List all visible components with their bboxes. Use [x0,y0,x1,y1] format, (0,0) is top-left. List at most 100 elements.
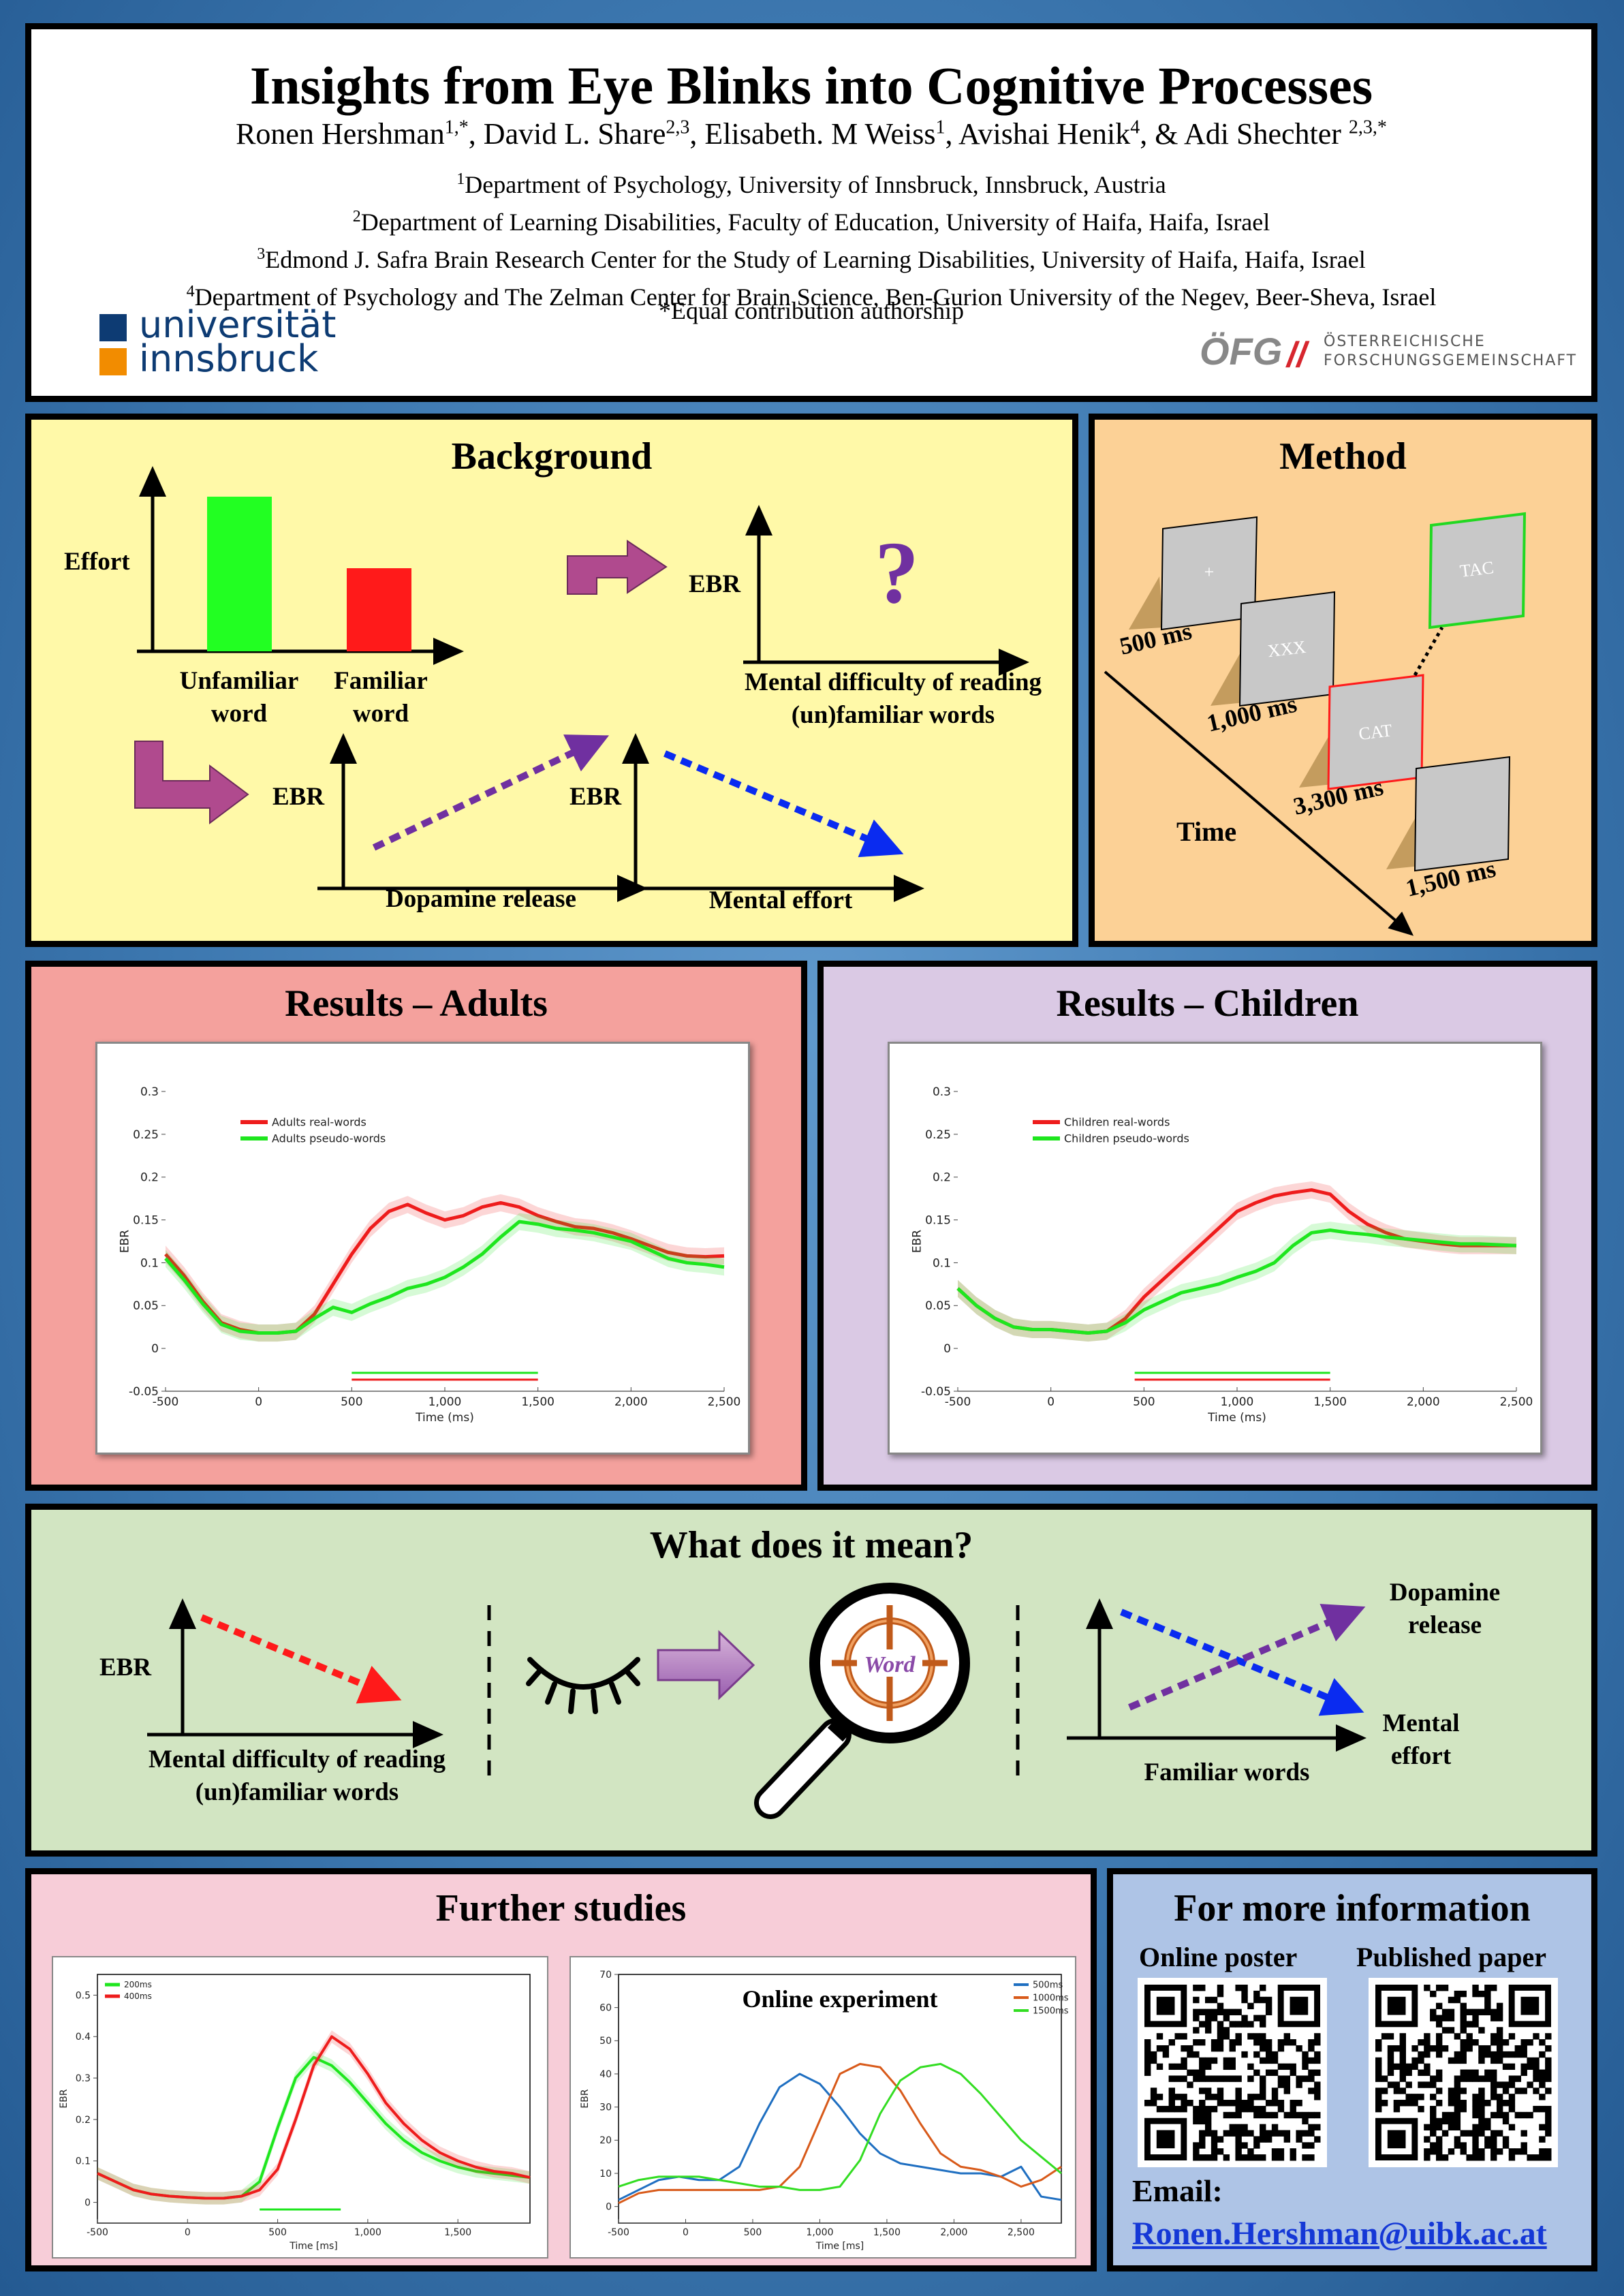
qr-module [1187,2045,1193,2052]
qr-module [1211,2094,1218,2100]
author-affiliation-sup: 1,* [444,117,469,138]
qr-module [1217,1985,1224,1991]
series-line [97,2055,531,2200]
qr-module [1314,2033,1321,2040]
qr-module [1156,2045,1164,2052]
qr-module [1199,2142,1206,2149]
qr-module [1375,2100,1382,2107]
email-link[interactable]: Ronen.Hershman@uibk.ac.at [1132,2216,1547,2252]
qr-module [1199,2105,1206,2113]
x-axis-label: Time (ms) [1207,1411,1266,1425]
qr-module [1418,2057,1424,2064]
qr-module [1241,2130,1248,2137]
qr-module [1235,2111,1242,2119]
y-axis-label: EBR [119,1230,132,1253]
qr-module [1193,2008,1200,2015]
dotted-connector [1413,626,1444,677]
qr-module [1441,2130,1449,2137]
qr-module [1387,2057,1394,2064]
qr-module [1223,2111,1230,2119]
qr-module [1211,1996,1218,2004]
qr-module [1430,2117,1437,2125]
qr-module [1484,2051,1491,2058]
qr-module [1430,2105,1437,2113]
qr-module [1277,2154,1285,2161]
qr-module [1211,2057,1218,2064]
y-tick-label: 30 [599,2103,612,2113]
qr-module [1204,2057,1212,2064]
qr-finder [1290,1996,1309,2015]
qr-module [1435,2021,1443,2028]
qr-module [1454,2075,1461,2082]
qr-module [1375,2075,1382,2082]
qr-module [1217,2002,1224,2010]
qr-module [1520,2045,1527,2052]
qr-module [1435,2045,1443,2052]
x-tick-label: 2,000 [614,1395,648,1409]
qr-module [1217,2088,1224,2094]
screen-text-target: CAT [1358,720,1393,744]
qr-module [1460,2069,1467,2076]
qr-module [1490,2154,1497,2161]
y-tick-label: 0.4 [76,2032,91,2043]
qr-module [1211,2105,1218,2113]
plot-box [97,1974,531,2224]
qr-module [1283,2130,1291,2137]
qr-module [1520,2051,1527,2058]
qr-module [1490,2057,1497,2064]
qr-module [1472,2100,1479,2107]
qr-module [1496,2100,1503,2107]
qr-code-paper[interactable] [1369,1978,1558,2167]
qr-module [1241,1985,1248,1991]
qr-module [1277,2039,1285,2046]
qr-module [1235,2088,1242,2094]
qr-module [1260,2111,1266,2119]
meaning-familiar-label: Familiar words [1144,1758,1310,1786]
qr-module [1314,2088,1321,2094]
qr-code-poster[interactable] [1138,1978,1327,2167]
qr-module [1308,2124,1315,2131]
qr-module [1168,2100,1175,2107]
qr-module [1260,2075,1266,2082]
qr-module [1454,2136,1461,2143]
qr-module [1296,2075,1302,2082]
qr-module [1265,2069,1272,2076]
y-tick-label: 0.2 [140,1171,159,1185]
affiliation-text: Department of Psychology and The Zelman … [194,283,1437,311]
qr-module [1466,2045,1473,2052]
qr-module [1296,2111,1302,2119]
qr-module [1381,2075,1388,2082]
method-panel: Method + XXX CAT TAC 500 ms 1,000 ms 3,3… [1089,414,1597,947]
qr-module [1181,2100,1187,2107]
qr-module [1260,2045,1266,2052]
x-tick-label: 1,000 [806,2227,833,2238]
qr-module [1193,2069,1200,2076]
y-tick-label: 0.25 [133,1128,159,1142]
qr-module [1478,2154,1485,2161]
qr-module [1168,2088,1175,2094]
qr-module [1271,2111,1279,2119]
x-tick-label: 1,500 [444,2227,471,2238]
y-tick-label: 0.05 [925,1299,951,1313]
y-tick-label: 0.5 [76,1990,91,2001]
qr-module [1253,2142,1260,2149]
qr-module [1211,2075,1218,2082]
qr-module [1460,2045,1467,2052]
qr-module [1539,2136,1546,2143]
affiliation-number: 2 [352,208,361,226]
qr-module [1199,2008,1206,2015]
qr-module [1478,2045,1485,2052]
qr-module [1424,2039,1431,2046]
qr-module [1435,2039,1443,2046]
qr-module [1217,2045,1224,2052]
qr-module [1241,2051,1248,2058]
qr-module [1375,2039,1382,2046]
qr-module [1508,2154,1516,2161]
qr-module [1260,1985,1266,1991]
qr-module [1283,2033,1291,2040]
qr-module [1193,2051,1200,2058]
qr-module [1193,1996,1200,2004]
further-title: Further studies [435,1887,687,1929]
qr-module [1260,2057,1266,2064]
qr-module [1247,2063,1254,2070]
